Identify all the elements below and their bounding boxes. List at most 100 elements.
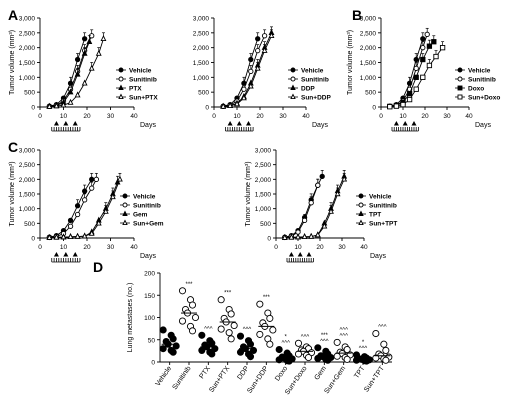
dosing-triangle	[288, 252, 294, 257]
category-label: Vehicle	[155, 365, 174, 388]
category-label: Gem	[314, 365, 329, 382]
x-axis-label: Days	[370, 253, 386, 260]
data-point	[420, 56, 426, 63]
data-point	[420, 74, 426, 80]
significance-label: ^^^	[204, 326, 213, 332]
y-tick-label: 200	[144, 271, 155, 278]
data-point	[255, 36, 261, 42]
y-tick-label: 0	[267, 236, 271, 243]
x-tick-label: 20	[83, 113, 91, 120]
category-label: DDP	[236, 365, 250, 381]
data-point	[236, 332, 245, 340]
legend-marker	[457, 67, 463, 73]
x-tick-label: 40	[360, 244, 368, 251]
data-point	[281, 233, 288, 240]
significance-label: ***	[263, 295, 271, 301]
data-point	[74, 70, 81, 77]
legend-marker	[290, 76, 296, 82]
y-tick-label: 1,500	[19, 60, 36, 67]
y-tick-label: 500	[260, 221, 271, 228]
series-vehicle	[220, 32, 261, 109]
x-tick-label: 10	[233, 113, 241, 120]
data-point	[248, 68, 254, 75]
data-point	[159, 345, 167, 353]
data-point	[60, 233, 67, 240]
dosing-triangle	[72, 252, 78, 257]
panel-letter-c: C	[8, 139, 18, 155]
data-point	[406, 90, 413, 97]
x-tick-label: 40	[130, 244, 138, 251]
significance-label: ***	[185, 282, 193, 288]
panel-letter-b: B	[352, 7, 362, 23]
x-axis-label: Days	[140, 122, 156, 129]
y-tick-label: 3,000	[19, 148, 36, 155]
series-vehicle	[387, 32, 426, 109]
y-tick-label: 500	[24, 90, 35, 97]
legend: Vehicle Sunitinib Doxo Sun+Doxo	[455, 68, 500, 102]
data-point	[314, 231, 321, 238]
legend-label: Sun+Gem	[133, 221, 164, 228]
x-axis-label: Days	[475, 122, 491, 129]
y-tick-label: 2,000	[19, 177, 36, 184]
y-axis-label: Tumor volume (mm³)	[245, 161, 252, 226]
data-point	[93, 176, 100, 182]
x-tick-label: 10	[399, 113, 407, 120]
data-point	[288, 233, 295, 240]
group-sun-ddp: ***	[256, 295, 277, 348]
series-sun-doxo	[387, 41, 446, 110]
dosing-triangle	[297, 252, 303, 257]
data-point	[220, 102, 227, 109]
significance-label: ^^^	[320, 339, 329, 345]
x-tick-label: 30	[338, 244, 346, 251]
data-point	[67, 223, 74, 229]
x-tick-label: 20	[421, 113, 429, 120]
y-tick-label: 2,500	[19, 30, 36, 37]
legend-marker	[118, 76, 124, 82]
chart-c-gem: 0 500 1,000 1,500 2,000 2,500 3,000 0 10 20 30 40Da…	[9, 148, 164, 263]
y-tick-label: 2,000	[19, 45, 36, 52]
data-point	[217, 325, 225, 333]
panel-letter-d: D	[93, 259, 103, 275]
data-point	[246, 340, 255, 348]
y-tick-label: 0	[205, 105, 209, 112]
data-point	[256, 330, 264, 338]
data-point	[246, 353, 255, 361]
data-point	[67, 217, 74, 224]
series-ddp	[220, 26, 275, 109]
data-point	[324, 356, 332, 364]
y-tick-label: 1,000	[193, 75, 210, 82]
y-tick-label: 2,500	[19, 162, 36, 169]
group-sun-gem: ^^^^^^	[333, 327, 354, 363]
data-point	[82, 36, 88, 42]
data-point	[178, 317, 187, 325]
data-point	[380, 340, 388, 348]
y-tick-label: 1,500	[255, 192, 272, 199]
data-point	[301, 233, 308, 240]
significance-label: ***	[321, 333, 329, 339]
data-point	[227, 102, 234, 109]
x-tick-label: 0	[38, 244, 42, 251]
y-tick-label: 3,000	[19, 16, 36, 23]
legend-marker	[118, 93, 124, 100]
y-tick-label: 2,000	[255, 177, 272, 184]
data-point	[308, 232, 315, 239]
category-label: Doxo	[274, 365, 289, 382]
data-point	[227, 310, 235, 318]
data-point	[266, 314, 274, 322]
data-point	[275, 356, 283, 364]
y-tick-label: 1,000	[19, 75, 36, 82]
significance-label: ^^^	[301, 334, 310, 340]
y-tick-label: 2,500	[193, 30, 210, 37]
data-point	[89, 176, 95, 182]
dosing-triangle	[411, 121, 417, 126]
dosing-triangle	[53, 252, 59, 257]
legend-marker	[358, 210, 364, 217]
data-point	[240, 94, 247, 101]
chart-a-ddp: 0 500 1,000 1,500 2,000 2,500 3,000 0 10 20 30 40Da…	[193, 16, 331, 132]
data-point	[294, 339, 303, 347]
group-doxo: *^^^	[275, 335, 296, 365]
significance-label: ^^^	[281, 341, 290, 347]
significance-label: ^^^	[359, 346, 368, 352]
axes	[378, 17, 470, 110]
data-point	[198, 331, 206, 339]
